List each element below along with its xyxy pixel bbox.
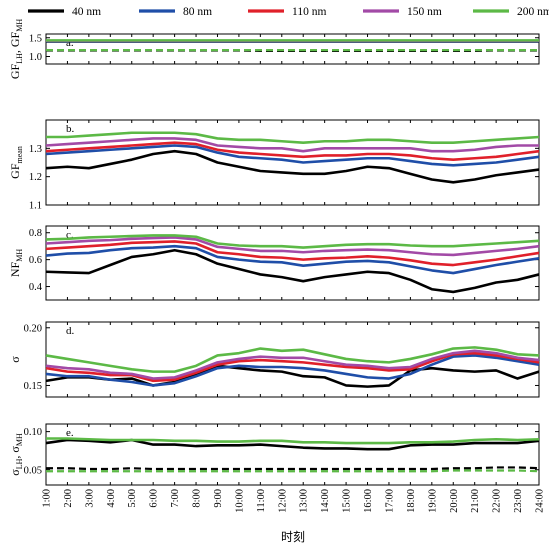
y-tick-label: 0.05 <box>24 465 42 476</box>
legend: 40 nm 80 nm 110 nm 150 nm 200 nm <box>28 6 549 18</box>
legend-item: 150 nm <box>363 6 442 18</box>
panel-label: e. <box>66 427 74 439</box>
legend-label: 40 nm <box>72 6 101 18</box>
series-line <box>45 236 540 257</box>
y-axis-label: GFLH, GFMH <box>8 19 24 79</box>
panel-frame <box>45 33 540 65</box>
legend-item: 200 nm <box>473 6 549 18</box>
panel: 1.1 1.2 1.3 b. GFmean <box>8 119 540 212</box>
legend-label: 150 nm <box>407 6 442 18</box>
x-tick-label: 22:00 <box>492 489 503 513</box>
panel-frame <box>45 321 540 398</box>
x-tick-label: 8:00 <box>192 489 203 508</box>
series-line <box>46 466 540 471</box>
x-tick-label: 23:00 <box>513 489 524 513</box>
x-axis-label: 时刻 <box>281 530 305 544</box>
y-tick-label: 1.1 <box>29 201 42 212</box>
legend-label: 200 nm <box>517 6 549 18</box>
x-tick-label: 3:00 <box>84 489 95 508</box>
x-tick-label: 15:00 <box>342 489 353 513</box>
series-line <box>45 364 540 388</box>
x-tick-label: 14:00 <box>320 489 331 513</box>
series-line <box>45 354 540 387</box>
x-tick-label: 21:00 <box>470 489 481 513</box>
x-tick-label: 11:00 <box>256 489 267 513</box>
x-tick-label: 4:00 <box>106 489 117 508</box>
legend-item: 40 nm <box>28 6 101 18</box>
series-line <box>45 149 540 184</box>
panels: 1.01.5 a.GFLH, GFMH1.11.21.3b.GFmean0.40.… <box>8 19 540 486</box>
panel: 0.15 0.20 d. σ <box>8 321 540 398</box>
x-tick-label: 2:00 <box>63 489 74 508</box>
y-tick-label: 0.6 <box>29 255 42 266</box>
series-line <box>45 141 540 161</box>
x-tick-label: 16:00 <box>363 489 374 513</box>
x-tick-label: 12:00 <box>277 489 288 513</box>
y-tick-label: 1.5 <box>29 33 42 44</box>
panel: 1.0 1.5 a. GFLH, GFMH <box>8 19 540 79</box>
panel-frame <box>45 119 540 206</box>
series-line <box>45 351 540 383</box>
panel: 0.05 0.10 e. σLH, σMH <box>8 423 540 486</box>
y-tick-label: 1.3 <box>29 144 42 155</box>
y-axis-label: σ <box>8 356 22 363</box>
series-line <box>45 349 540 380</box>
panel: 0.4 0.6 0.8 c. NFMH <box>8 225 540 301</box>
y-axis-label: σLH, σMH <box>8 433 24 476</box>
panel-label: c. <box>66 229 74 241</box>
x-axis: 1:00 2:00 3:00 4:00 5:00 6:00 7:00 8:00 9:00 10:0… <box>42 489 546 513</box>
panel-frame <box>45 225 540 301</box>
x-tick-label: 6:00 <box>149 489 160 508</box>
y-tick-label: 0.8 <box>29 228 42 239</box>
legend-label: 80 nm <box>183 6 212 18</box>
x-tick-label: 1:00 <box>42 489 53 508</box>
series-line <box>46 437 540 445</box>
x-tick-label: 17:00 <box>384 489 395 513</box>
series-line <box>46 469 540 473</box>
legend-item: 80 nm <box>139 6 212 18</box>
series-line <box>45 248 540 294</box>
panel-label: a. <box>66 37 74 49</box>
y-tick-label: 0.10 <box>24 427 42 438</box>
legend-label: 110 nm <box>292 6 326 18</box>
x-tick-label: 5:00 <box>127 489 138 508</box>
x-tick-label: 20:00 <box>449 489 460 513</box>
x-tick-label: 18:00 <box>406 489 417 513</box>
y-tick-label: 1.2 <box>29 172 42 183</box>
series-line <box>45 244 540 275</box>
panel-frame <box>45 423 540 486</box>
y-tick-label: 0.4 <box>29 282 43 293</box>
series-line <box>45 137 539 153</box>
series-line <box>45 240 540 267</box>
y-tick-label: 0.20 <box>24 323 42 334</box>
x-tick-label: 9:00 <box>213 489 224 508</box>
x-tick-label: 7:00 <box>170 489 181 508</box>
series-line <box>46 131 540 144</box>
x-tick-label: 10:00 <box>234 489 245 513</box>
y-axis-label: NFMH <box>8 249 24 277</box>
series-line <box>45 346 540 373</box>
panel-label: d. <box>66 325 75 337</box>
y-tick-label: 0.15 <box>24 381 42 392</box>
x-tick-label: 13:00 <box>299 489 310 513</box>
y-axis-label: GFmean <box>8 146 24 179</box>
series-line <box>45 144 540 167</box>
series-line <box>45 234 540 249</box>
y-tick-label: 1.0 <box>29 52 42 63</box>
x-tick-label: 24:00 <box>535 489 546 513</box>
x-tick-label: 19:00 <box>427 489 438 513</box>
legend-item: 110 nm <box>248 6 326 18</box>
panel-label: b. <box>66 123 75 135</box>
